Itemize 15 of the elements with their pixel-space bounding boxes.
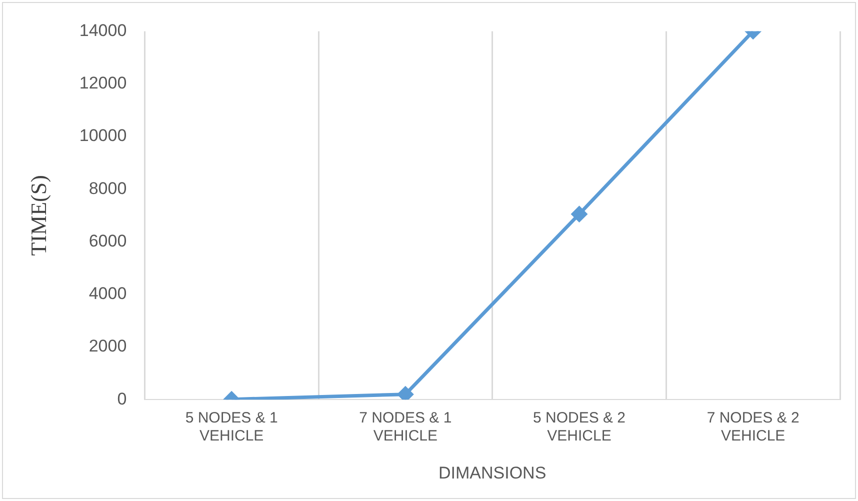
x-tick-label: 7 NODES & 1 VEHICLE <box>359 410 452 445</box>
x-tick-label: 7 NODES & 2 VEHICLE <box>706 410 800 445</box>
y-tick-label: 6000 <box>88 231 127 250</box>
y-tick-label: 4000 <box>88 284 127 304</box>
point <box>572 206 588 222</box>
y-tick-label: 0 <box>117 389 127 408</box>
y-axis-title: TIME(S) <box>26 175 51 256</box>
y-tick-label: 12000 <box>79 74 127 93</box>
x-axis-title: DIMANSIONS <box>438 463 546 482</box>
y-tick-label: 2000 <box>88 336 127 356</box>
y-tick-label: 14000 <box>79 20 127 40</box>
y-tick-label: 8000 <box>88 178 127 198</box>
x-tick-label: 5 NODES & 1 VEHICLE <box>185 410 278 445</box>
y-tick-label: 10000 <box>79 126 127 146</box>
x-tick-label: 5 NODES & 2 VEHICLE <box>532 410 626 445</box>
